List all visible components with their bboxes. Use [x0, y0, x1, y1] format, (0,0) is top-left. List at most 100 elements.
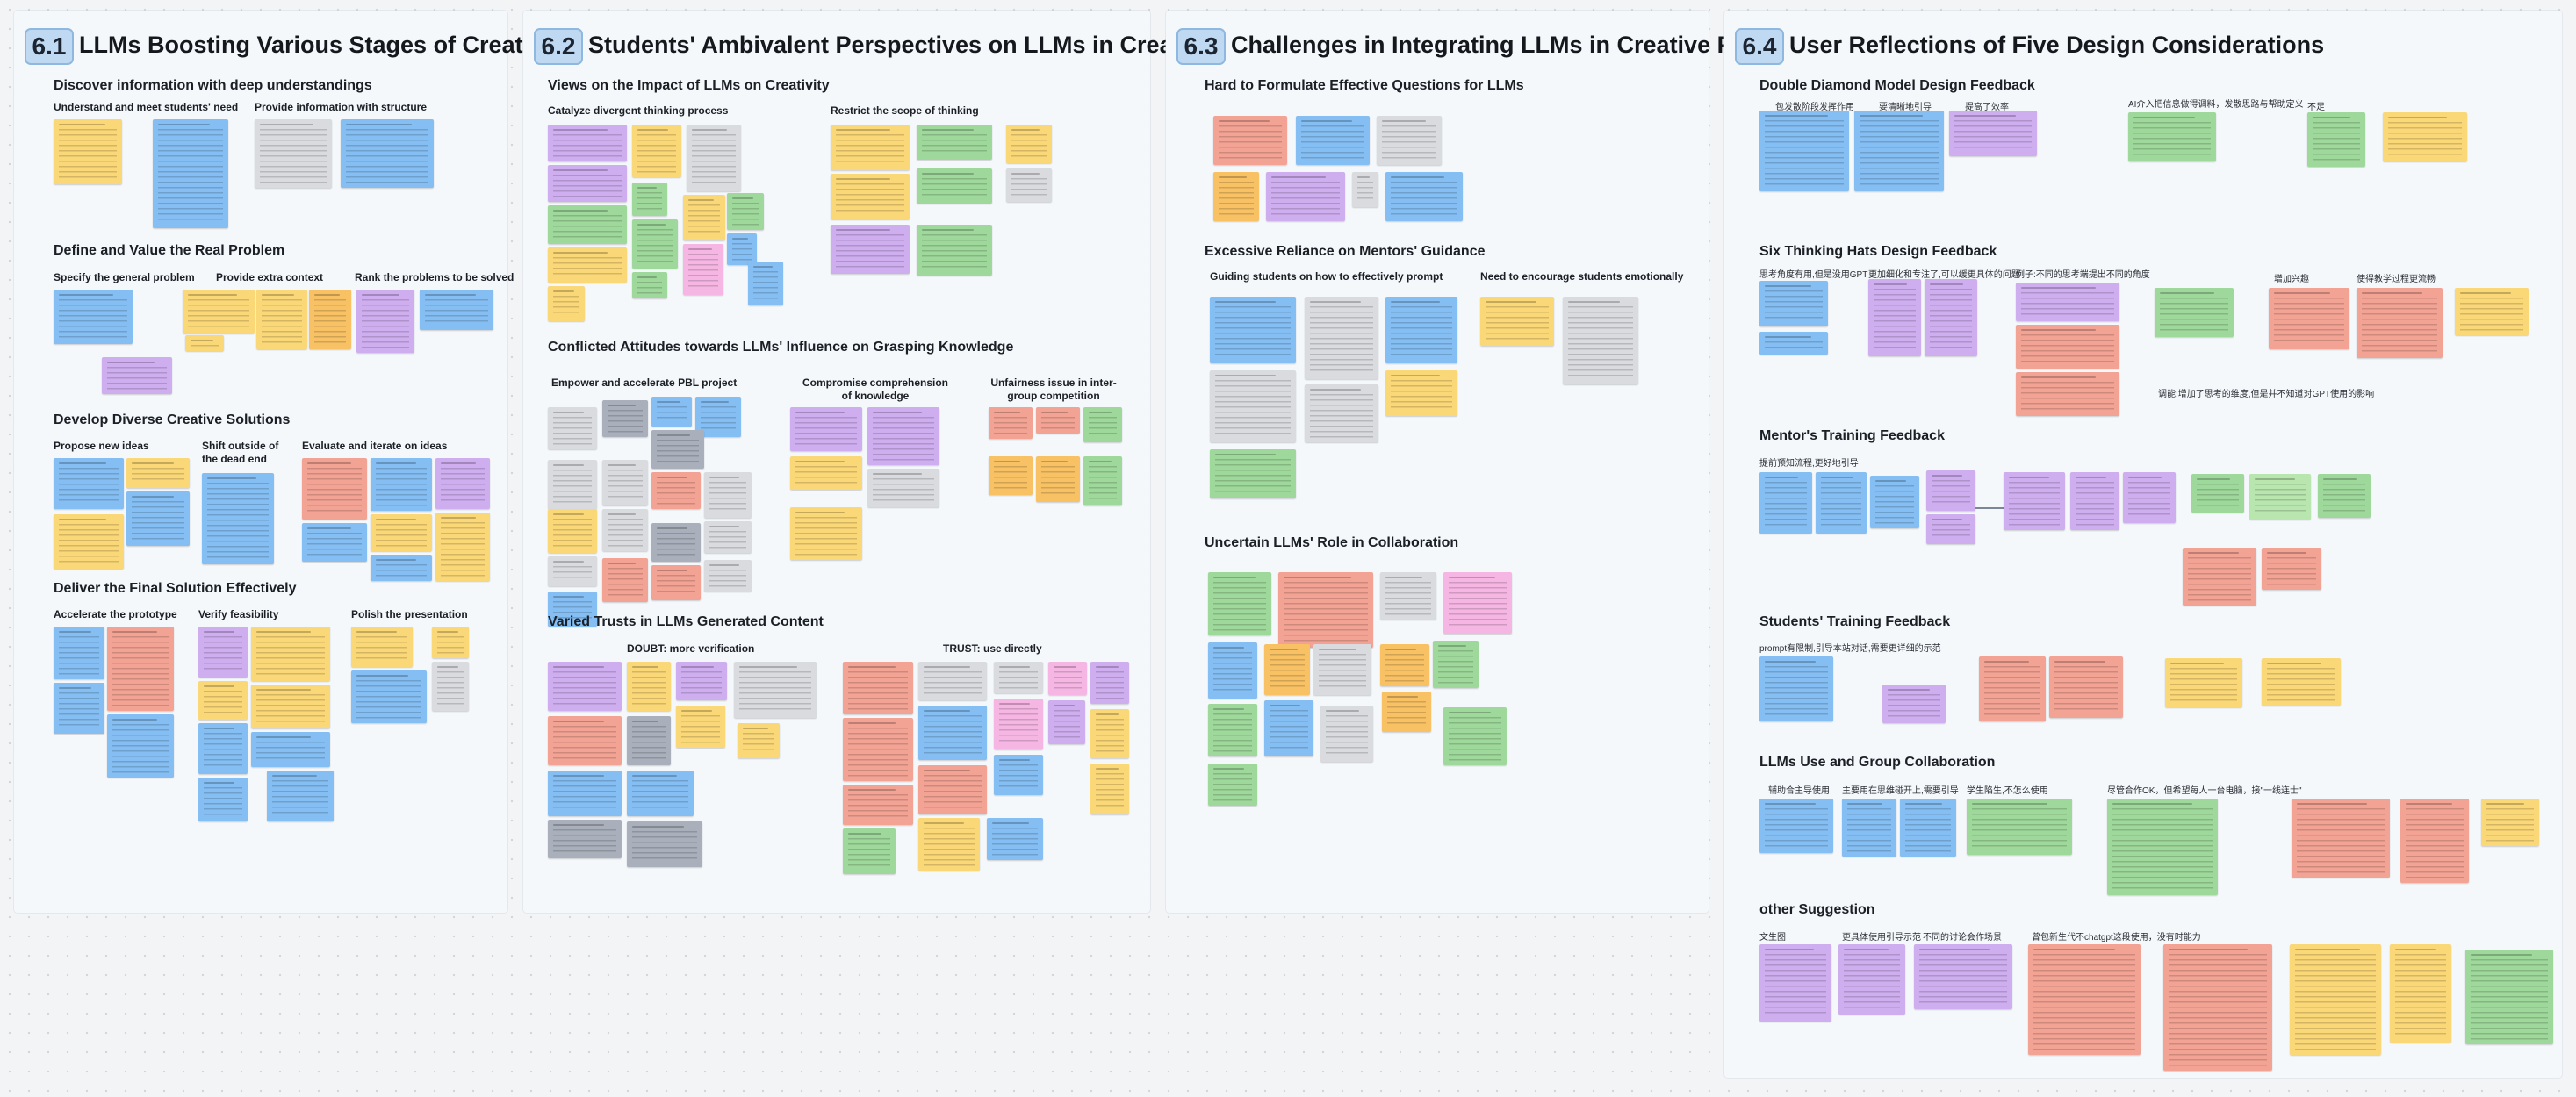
sticky-note[interactable]	[1090, 662, 1129, 704]
sticky-note[interactable]	[54, 290, 133, 344]
sticky-note[interactable]	[1313, 644, 1371, 695]
sticky-note[interactable]	[1048, 662, 1087, 695]
sticky-note[interactable]	[2290, 944, 2381, 1055]
sticky-note[interactable]	[185, 335, 224, 351]
sticky-note[interactable]	[548, 205, 627, 244]
sticky-note[interactable]	[351, 670, 427, 723]
sticky-note[interactable]	[1006, 168, 1052, 202]
sticky-note[interactable]	[54, 683, 104, 734]
sticky-note[interactable]	[548, 460, 597, 509]
sticky-note[interactable]	[917, 168, 992, 204]
sticky-note[interactable]	[1083, 456, 1122, 505]
sticky-note[interactable]	[994, 662, 1043, 693]
sticky-note[interactable]	[255, 119, 332, 188]
sticky-note[interactable]	[632, 272, 667, 298]
sticky-note[interactable]	[918, 818, 980, 871]
sticky-note[interactable]	[2165, 658, 2242, 707]
sticky-note[interactable]	[2016, 372, 2119, 416]
sticky-note[interactable]	[1266, 172, 1345, 221]
sticky-note[interactable]	[1296, 116, 1370, 165]
sticky-note[interactable]	[676, 662, 727, 700]
sticky-note[interactable]	[790, 507, 862, 560]
sticky-note[interactable]	[2262, 548, 2321, 590]
sticky-note[interactable]	[2318, 474, 2371, 518]
sticky-note[interactable]	[2016, 283, 2119, 321]
sticky-note[interactable]	[2262, 658, 2341, 706]
sticky-note[interactable]	[1208, 642, 1257, 699]
sticky-note[interactable]	[1480, 297, 1554, 346]
sticky-note[interactable]	[54, 627, 104, 679]
sticky-note[interactable]	[790, 456, 862, 490]
sticky-note[interactable]	[994, 699, 1043, 749]
sticky-note[interactable]	[126, 458, 190, 488]
sticky-note[interactable]	[1264, 700, 1313, 756]
sticky-note[interactable]	[251, 732, 330, 767]
sticky-note[interactable]	[831, 174, 910, 219]
sticky-note[interactable]	[2292, 799, 2390, 878]
sticky-note[interactable]	[1006, 125, 1052, 163]
sticky-note[interactable]	[54, 119, 122, 184]
sticky-note[interactable]	[2455, 288, 2529, 335]
sticky-note[interactable]	[683, 244, 723, 295]
sticky-note[interactable]	[1210, 297, 1296, 363]
sticky-note[interactable]	[627, 662, 671, 711]
sticky-note[interactable]	[627, 771, 694, 816]
sticky-note[interactable]	[1759, 799, 1833, 853]
sticky-note[interactable]	[198, 778, 248, 821]
sticky-note[interactable]	[1925, 279, 1977, 356]
sticky-note[interactable]	[687, 125, 741, 191]
sticky-note[interactable]	[1967, 799, 2072, 855]
sticky-note[interactable]	[2028, 944, 2141, 1055]
sticky-note[interactable]	[1759, 944, 1831, 1022]
sticky-note[interactable]	[548, 165, 627, 202]
sticky-note[interactable]	[1382, 692, 1431, 732]
sticky-note[interactable]	[126, 491, 190, 546]
sticky-note[interactable]	[2307, 112, 2365, 167]
sticky-note[interactable]	[1926, 470, 1975, 511]
sticky-note[interactable]	[1208, 572, 1271, 635]
sticky-note[interactable]	[1868, 279, 1921, 356]
sticky-note[interactable]	[2249, 474, 2311, 520]
sticky-note[interactable]	[1759, 281, 1828, 326]
sticky-note[interactable]	[918, 706, 987, 760]
sticky-note[interactable]	[435, 458, 490, 509]
sticky-note[interactable]	[1320, 706, 1373, 762]
sticky-note[interactable]	[704, 521, 752, 553]
sticky-note[interactable]	[627, 821, 702, 867]
sticky-note[interactable]	[548, 556, 597, 586]
sticky-note[interactable]	[198, 723, 248, 774]
sticky-note[interactable]	[602, 460, 648, 505]
sticky-note[interactable]	[989, 407, 1033, 439]
sticky-note[interactable]	[1213, 116, 1287, 165]
sticky-note[interactable]	[198, 627, 248, 678]
sticky-note[interactable]	[548, 407, 597, 449]
sticky-note[interactable]	[2070, 472, 2119, 530]
sticky-note[interactable]	[1385, 172, 1463, 221]
sticky-note[interactable]	[831, 225, 910, 274]
sticky-note[interactable]	[251, 685, 330, 728]
sticky-note[interactable]	[1305, 297, 1378, 379]
sticky-note[interactable]	[987, 818, 1043, 860]
sticky-note[interactable]	[843, 718, 913, 781]
sticky-note[interactable]	[341, 119, 434, 188]
sticky-note[interactable]	[1385, 297, 1457, 363]
sticky-note[interactable]	[302, 458, 367, 520]
sticky-note[interactable]	[867, 469, 939, 507]
sticky-note[interactable]	[548, 771, 622, 816]
sticky-note[interactable]	[2400, 799, 2469, 883]
sticky-note[interactable]	[2357, 288, 2443, 358]
sticky-note[interactable]	[548, 125, 627, 161]
sticky-note[interactable]	[2107, 799, 2218, 895]
sticky-note[interactable]	[2004, 472, 2065, 530]
sticky-note[interactable]	[917, 225, 992, 276]
sticky-note[interactable]	[107, 714, 174, 778]
sticky-note[interactable]	[1759, 656, 1833, 721]
sticky-note[interactable]	[1979, 656, 2046, 721]
sticky-note[interactable]	[1213, 172, 1259, 221]
sticky-note[interactable]	[843, 662, 913, 714]
sticky-note[interactable]	[1914, 944, 2012, 1009]
sticky-note[interactable]	[548, 286, 585, 321]
sticky-note[interactable]	[1385, 370, 1457, 416]
sticky-note[interactable]	[867, 407, 939, 465]
sticky-note[interactable]	[1949, 111, 2037, 156]
